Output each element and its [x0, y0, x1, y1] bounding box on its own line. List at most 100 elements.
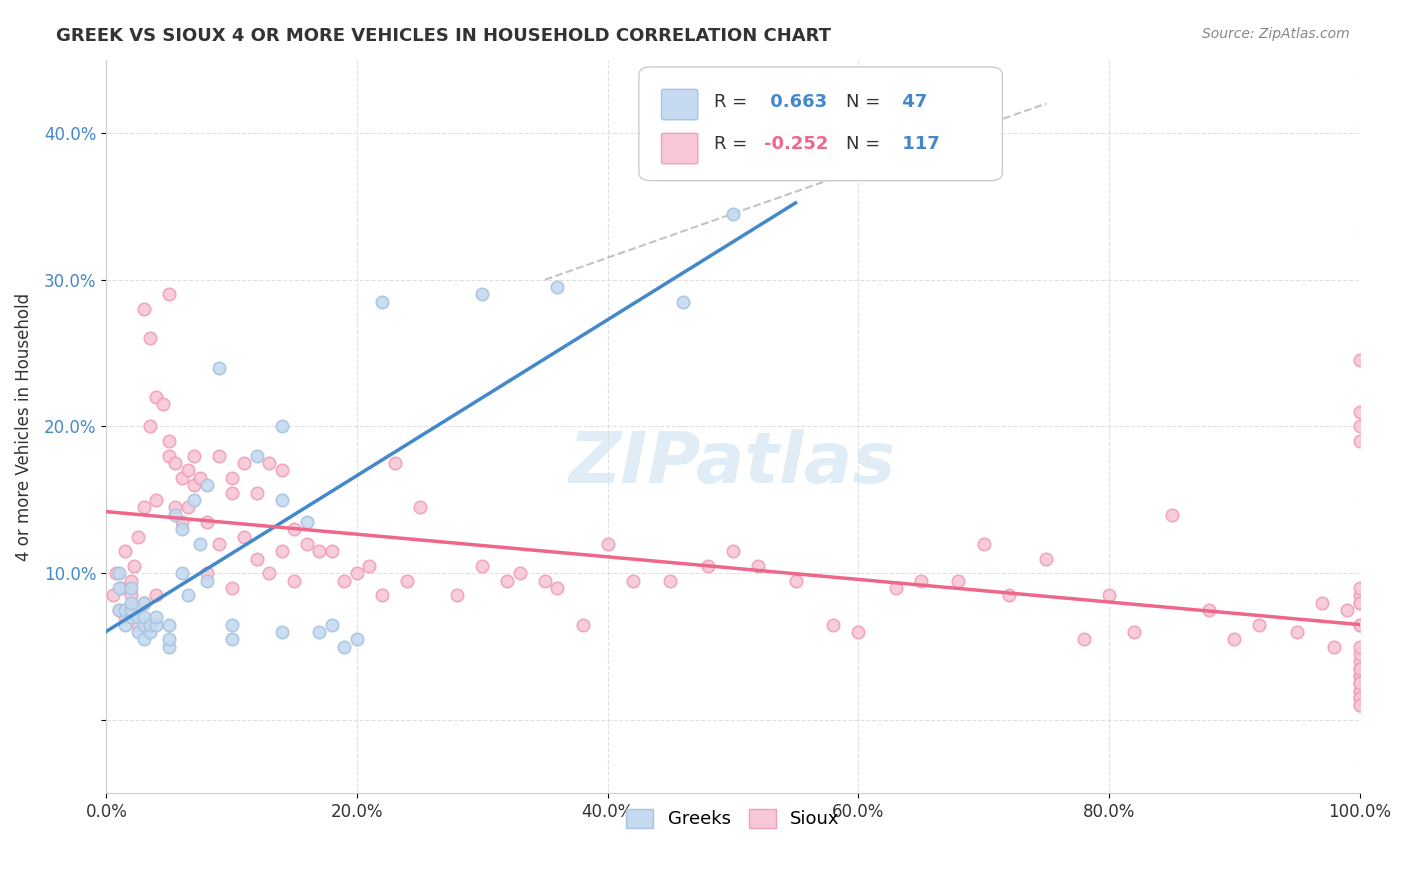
Point: [534, 574, 557, 588]
Point: [139, 331, 162, 345]
Point: [170, 471, 193, 485]
Point: [188, 537, 211, 551]
Point: [1098, 588, 1121, 602]
Point: [105, 566, 128, 581]
Point: [157, 617, 180, 632]
Point: [195, 566, 218, 581]
Point: [1348, 690, 1371, 705]
Point: [1348, 640, 1371, 654]
Point: [1285, 624, 1308, 639]
Point: [114, 603, 136, 617]
Point: [371, 588, 394, 602]
Point: [132, 596, 155, 610]
Point: [496, 574, 519, 588]
Point: [384, 456, 406, 470]
Point: [659, 574, 682, 588]
Point: [596, 537, 619, 551]
Text: GREEK VS SIOUX 4 OR MORE VEHICLES IN HOUSEHOLD CORRELATION CHART: GREEK VS SIOUX 4 OR MORE VEHICLES IN HOU…: [56, 27, 831, 45]
Point: [270, 463, 292, 477]
Point: [1348, 617, 1371, 632]
Point: [165, 500, 187, 515]
Point: [1348, 596, 1371, 610]
Point: [785, 574, 807, 588]
Point: [1073, 632, 1095, 647]
Text: 117: 117: [896, 135, 939, 153]
Point: [446, 588, 468, 602]
Point: [1249, 617, 1271, 632]
Point: [471, 287, 494, 301]
Point: [132, 596, 155, 610]
Point: [165, 456, 187, 470]
Point: [672, 294, 695, 309]
Point: [127, 624, 149, 639]
Point: [188, 471, 211, 485]
Point: [1348, 434, 1371, 449]
Text: N =: N =: [845, 135, 886, 153]
Point: [270, 624, 292, 639]
Point: [1348, 662, 1371, 676]
Point: [1348, 690, 1371, 705]
Point: [1348, 669, 1371, 683]
Point: [208, 449, 231, 463]
Point: [1223, 632, 1246, 647]
Point: [948, 574, 970, 588]
Text: 47: 47: [896, 93, 927, 112]
Point: [333, 640, 356, 654]
Point: [152, 397, 174, 411]
Point: [157, 640, 180, 654]
Point: [257, 566, 280, 581]
Text: Source: ZipAtlas.com: Source: ZipAtlas.com: [1202, 27, 1350, 41]
Point: [221, 485, 243, 500]
Point: [509, 566, 531, 581]
Point: [1348, 581, 1371, 595]
Point: [1122, 624, 1144, 639]
Text: R =: R =: [714, 135, 754, 153]
Text: ZIPatlas: ZIPatlas: [569, 429, 897, 498]
Point: [308, 544, 330, 558]
Point: [270, 419, 292, 434]
FancyBboxPatch shape: [661, 89, 697, 120]
Point: [127, 610, 149, 624]
Point: [721, 207, 744, 221]
Point: [108, 581, 131, 595]
Point: [233, 456, 256, 470]
Point: [114, 610, 136, 624]
Point: [195, 478, 218, 492]
Point: [132, 632, 155, 647]
Point: [1348, 698, 1371, 713]
Point: [145, 492, 167, 507]
Point: [120, 610, 142, 624]
Point: [108, 603, 131, 617]
Point: [973, 537, 995, 551]
Point: [270, 544, 292, 558]
Point: [120, 574, 142, 588]
Point: [1348, 419, 1371, 434]
FancyBboxPatch shape: [638, 67, 1002, 181]
Point: [183, 492, 205, 507]
Point: [270, 492, 292, 507]
Point: [114, 544, 136, 558]
Point: [846, 624, 869, 639]
Point: [139, 617, 162, 632]
Point: [295, 515, 318, 529]
Point: [408, 500, 430, 515]
Point: [177, 463, 200, 477]
Point: [120, 596, 142, 610]
Point: [139, 419, 162, 434]
Point: [1348, 654, 1371, 668]
Point: [823, 617, 845, 632]
Point: [1348, 669, 1371, 683]
Point: [257, 456, 280, 470]
Point: [1348, 676, 1371, 690]
Point: [246, 551, 269, 566]
Point: [1035, 551, 1057, 566]
Point: [295, 537, 318, 551]
Point: [132, 301, 155, 316]
Point: [208, 537, 231, 551]
Point: [333, 574, 356, 588]
Point: [120, 588, 142, 602]
Text: N =: N =: [845, 93, 886, 112]
Point: [132, 500, 155, 515]
Point: [1348, 596, 1371, 610]
Point: [195, 574, 218, 588]
